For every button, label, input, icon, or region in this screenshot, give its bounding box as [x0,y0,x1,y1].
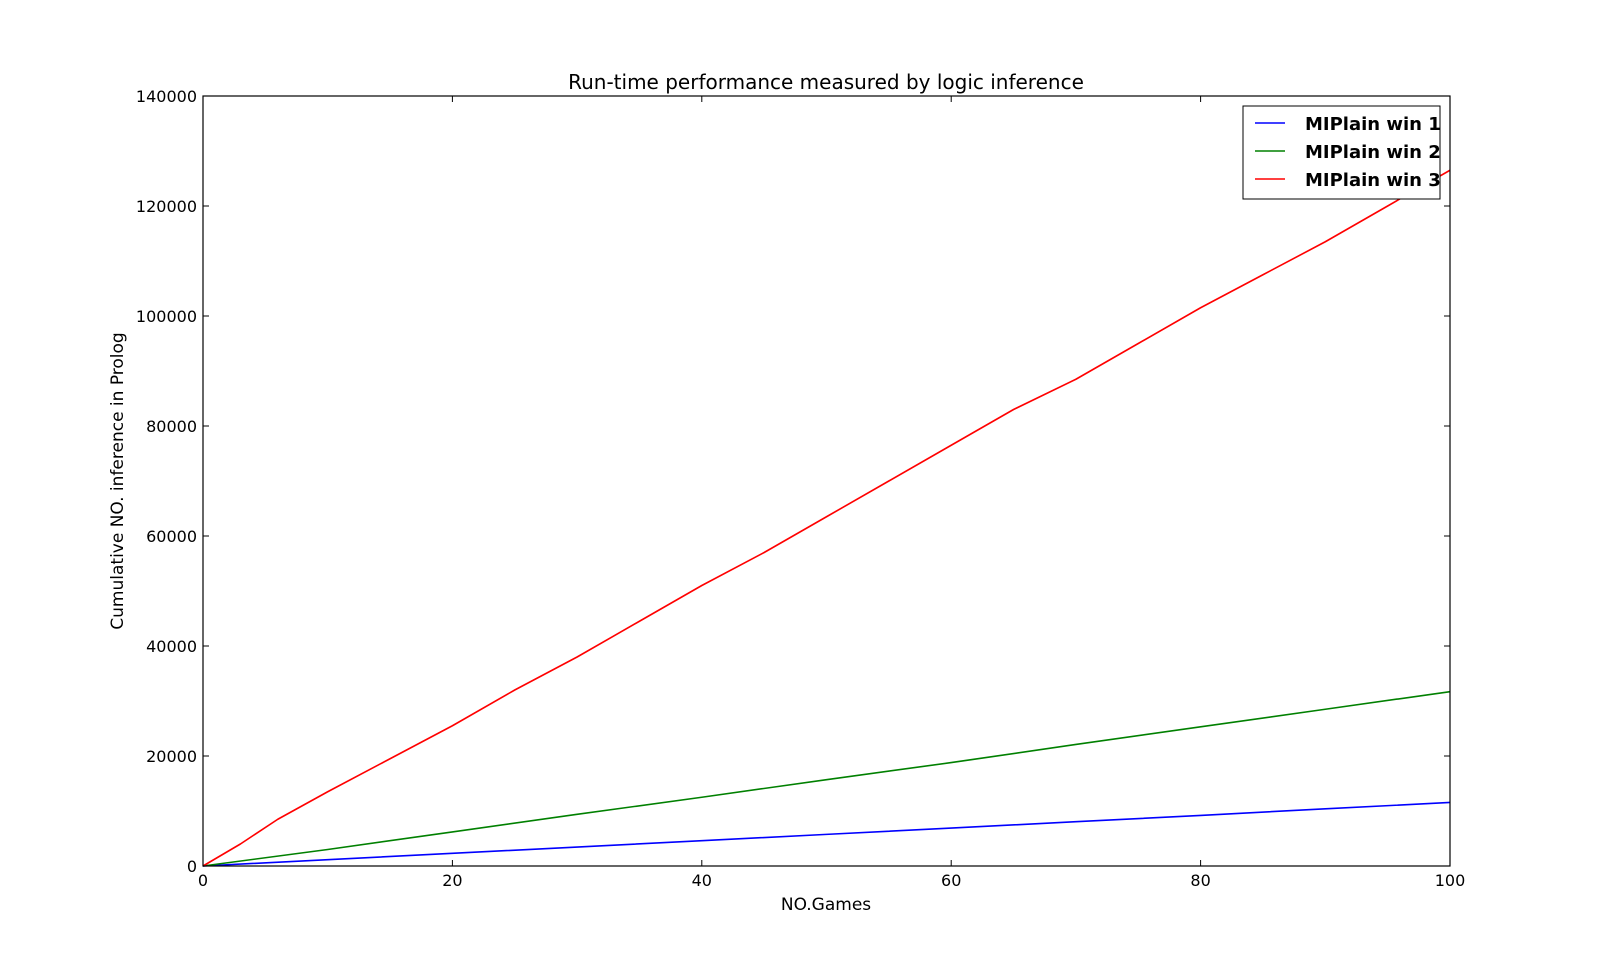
legend-label-1: MIPlain win 1 [1305,114,1441,135]
legend-items: MIPlain win 1 MIPlain win 2 MIPlain win 3 [1255,114,1441,191]
legend-label-3: MIPlain win 3 [1305,170,1441,191]
y-tick-label: 60000 [146,527,197,546]
y-tick-label: 0 [187,857,197,876]
x-tick-label: 20 [442,871,462,890]
legend: MIPlain win 1 MIPlain win 2 MIPlain win 3 [1242,105,1441,200]
x-tick-label: 40 [692,871,712,890]
plot-background [203,96,1450,866]
y-tick-label: 120000 [136,197,197,216]
legend-box [1242,105,1441,200]
series-line-1 [202,801,1451,867]
chart-title: Run-time performance measured by logic i… [568,70,1084,94]
y-tick-label: 100000 [136,307,197,326]
x-tick-label: 100 [1435,871,1466,890]
x-tick-label: 60 [941,871,961,890]
tick-layer: 0 20 40 60 80 100 0 20000 40000 60000 80000 100000 1… [136,87,1465,890]
x-tick-label: 80 [1190,871,1210,890]
series-layer [202,169,1451,867]
y-tick-label: 20000 [146,747,197,766]
legend-label-2: MIPlain win 2 [1305,142,1441,163]
x-axis-label: NO.Games [781,895,871,915]
y-tick-label: 40000 [146,637,197,656]
y-axis-label: Cumulative NO. inference in Prolog [108,332,128,629]
plot-frame [202,95,1451,867]
series-line-2 [202,690,1451,867]
y-tick-label: 80000 [146,417,197,436]
x-tick-label: 0 [198,871,208,890]
series-line-3 [202,169,1451,867]
y-tick-label: 140000 [136,87,197,106]
